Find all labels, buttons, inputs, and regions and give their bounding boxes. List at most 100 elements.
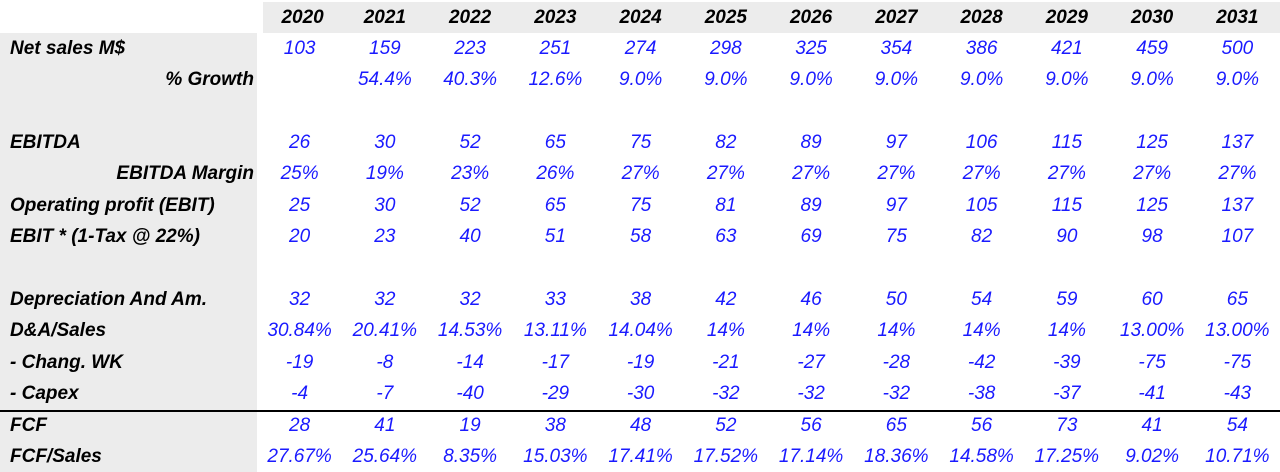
- row-label[interactable]: EBITDA Margin: [0, 158, 257, 190]
- table-cell[interactable]: [342, 96, 427, 127]
- year-header[interactable]: 2026: [768, 2, 854, 33]
- table-cell[interactable]: 14%: [877, 320, 916, 342]
- table-cell[interactable]: 25.64%: [352, 445, 418, 467]
- table-cell[interactable]: 52: [459, 194, 481, 216]
- table-cell[interactable]: 14%: [706, 320, 745, 342]
- table-cell[interactable]: [769, 253, 854, 284]
- table-cell[interactable]: 13.00%: [1119, 320, 1185, 342]
- table-cell[interactable]: 20.41%: [352, 320, 418, 342]
- table-cell[interactable]: 26: [289, 131, 311, 153]
- table-cell[interactable]: 17.52%: [693, 445, 759, 467]
- table-cell[interactable]: 97: [885, 131, 907, 153]
- table-cell[interactable]: -37: [1053, 382, 1081, 404]
- table-cell[interactable]: 54: [1194, 409, 1280, 441]
- table-cell[interactable]: [1110, 253, 1195, 284]
- table-cell[interactable]: 9.0%: [704, 69, 748, 91]
- table-cell[interactable]: -17: [541, 351, 570, 373]
- table-cell[interactable]: 12.6%: [528, 69, 583, 91]
- year-header[interactable]: 2024: [598, 2, 684, 33]
- table-cell[interactable]: 38: [512, 409, 598, 441]
- table-cell[interactable]: 106: [965, 131, 998, 153]
- table-cell[interactable]: -40: [456, 382, 484, 404]
- table-cell[interactable]: 60: [1141, 288, 1163, 310]
- table-cell[interactable]: 14.53%: [437, 320, 503, 342]
- table-cell[interactable]: 89: [800, 194, 822, 216]
- table-cell[interactable]: 98: [1141, 226, 1163, 248]
- table-cell[interactable]: 27%: [621, 163, 660, 185]
- year-header[interactable]: 2031: [1194, 2, 1280, 33]
- table-cell[interactable]: 65: [1226, 288, 1248, 310]
- table-cell[interactable]: 32: [374, 288, 396, 310]
- table-cell[interactable]: 27%: [792, 163, 831, 185]
- table-cell[interactable]: 159: [369, 37, 401, 59]
- table-cell[interactable]: [257, 64, 342, 95]
- table-cell[interactable]: 251: [539, 37, 572, 59]
- table-cell[interactable]: -42: [967, 351, 996, 373]
- table-cell[interactable]: 421: [1051, 37, 1083, 59]
- table-cell[interactable]: 274: [624, 37, 657, 59]
- table-cell[interactable]: 51: [544, 226, 566, 248]
- table-cell[interactable]: [1024, 253, 1109, 284]
- table-cell[interactable]: [342, 253, 427, 284]
- table-cell[interactable]: 223: [454, 37, 486, 59]
- table-cell[interactable]: 27%: [877, 163, 916, 185]
- table-cell[interactable]: 14%: [792, 320, 831, 342]
- table-cell[interactable]: 17.25%: [1034, 445, 1100, 467]
- table-cell[interactable]: 63: [715, 226, 737, 248]
- table-cell[interactable]: 125: [1136, 131, 1168, 153]
- row-label[interactable]: EBIT * (1-Tax @ 22%): [0, 221, 257, 253]
- table-cell[interactable]: 9.02%: [1125, 445, 1180, 467]
- table-cell[interactable]: -19: [626, 351, 655, 373]
- table-cell[interactable]: 9.0%: [1215, 69, 1260, 91]
- table-cell[interactable]: 9.0%: [1045, 69, 1089, 91]
- table-cell[interactable]: -39: [1053, 351, 1081, 373]
- table-cell[interactable]: 89: [800, 131, 822, 153]
- table-cell[interactable]: [683, 96, 768, 127]
- table-cell[interactable]: 298: [710, 37, 742, 59]
- table-cell[interactable]: 386: [965, 37, 998, 59]
- table-cell[interactable]: 52: [459, 131, 481, 153]
- table-cell[interactable]: 52: [683, 409, 769, 441]
- year-header[interactable]: 2022: [427, 2, 513, 33]
- table-cell[interactable]: 9.0%: [789, 69, 833, 91]
- table-cell[interactable]: 65: [853, 409, 939, 441]
- table-cell[interactable]: 30: [374, 131, 396, 153]
- table-cell[interactable]: 14.58%: [949, 445, 1014, 467]
- table-cell[interactable]: [598, 96, 683, 127]
- table-cell[interactable]: [513, 96, 598, 127]
- table-cell[interactable]: 33: [544, 288, 566, 310]
- table-cell[interactable]: 8.35%: [443, 445, 498, 467]
- table-cell[interactable]: 54: [971, 288, 993, 310]
- table-cell[interactable]: 30.84%: [267, 320, 332, 342]
- table-cell[interactable]: 14%: [962, 320, 1001, 342]
- table-cell[interactable]: 25%: [280, 163, 319, 185]
- table-cell[interactable]: [598, 253, 683, 284]
- table-cell[interactable]: 17.14%: [778, 445, 844, 467]
- table-cell[interactable]: 10.71%: [1205, 445, 1270, 467]
- table-cell[interactable]: 97: [885, 194, 907, 216]
- table-cell[interactable]: 58: [630, 226, 652, 248]
- table-cell[interactable]: 107: [1221, 226, 1254, 248]
- year-header[interactable]: 2023: [512, 2, 598, 33]
- table-cell[interactable]: 500: [1221, 37, 1254, 59]
- table-cell[interactable]: -38: [967, 382, 996, 404]
- table-cell[interactable]: 103: [283, 37, 316, 59]
- table-cell[interactable]: [1110, 96, 1195, 127]
- table-cell[interactable]: 32: [289, 288, 311, 310]
- table-cell[interactable]: [513, 253, 598, 284]
- table-cell[interactable]: 14.04%: [608, 320, 673, 342]
- table-cell[interactable]: [257, 96, 342, 127]
- table-cell[interactable]: 23: [374, 226, 396, 248]
- table-cell[interactable]: [1024, 96, 1109, 127]
- table-cell[interactable]: 115: [1051, 194, 1083, 216]
- table-cell[interactable]: -75: [1223, 351, 1252, 373]
- year-header[interactable]: 2021: [342, 2, 428, 33]
- year-header[interactable]: 2030: [1109, 2, 1195, 33]
- table-cell[interactable]: 25: [289, 194, 311, 216]
- table-cell[interactable]: 20: [289, 226, 311, 248]
- table-cell[interactable]: 81: [715, 194, 737, 216]
- table-cell[interactable]: 48: [598, 409, 684, 441]
- table-cell[interactable]: -30: [626, 382, 655, 404]
- table-cell[interactable]: -8: [376, 351, 394, 373]
- table-cell[interactable]: 28: [257, 409, 343, 441]
